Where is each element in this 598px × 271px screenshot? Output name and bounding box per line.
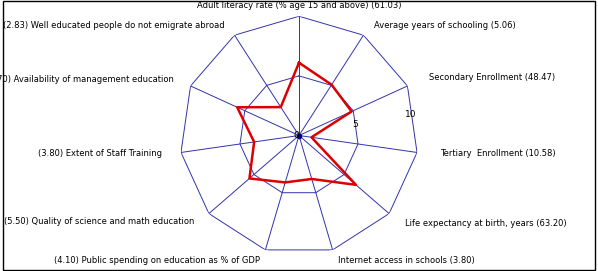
Text: 0: 0 xyxy=(293,131,299,140)
Text: Life expectancy at birth, years (63.20): Life expectancy at birth, years (63.20) xyxy=(405,219,567,228)
Text: Secondary Enrollment (48.47): Secondary Enrollment (48.47) xyxy=(429,73,555,82)
Text: (5.50) Quality of science and math education: (5.50) Quality of science and math educa… xyxy=(4,217,194,227)
Text: 5: 5 xyxy=(352,120,358,129)
Text: (2.83) Well educated people do not emigrate abroad: (2.83) Well educated people do not emigr… xyxy=(3,21,224,30)
Text: Tertiary  Enrollment (10.58): Tertiary Enrollment (10.58) xyxy=(440,149,556,158)
Text: 10: 10 xyxy=(405,110,416,119)
Text: (5.70) Availability of management education: (5.70) Availability of management educat… xyxy=(0,75,173,83)
Text: Internet access in schools (3.80): Internet access in schools (3.80) xyxy=(338,256,475,264)
Text: (4.10) Public spending on education as % of GDP: (4.10) Public spending on education as %… xyxy=(54,256,260,264)
Text: (3.80) Extent of Staff Training: (3.80) Extent of Staff Training xyxy=(38,149,162,158)
Text: Average years of schooling (5.06): Average years of schooling (5.06) xyxy=(374,21,515,30)
Text: Adult literacy rate (% age 15 and above) (61.03): Adult literacy rate (% age 15 and above)… xyxy=(197,1,401,10)
